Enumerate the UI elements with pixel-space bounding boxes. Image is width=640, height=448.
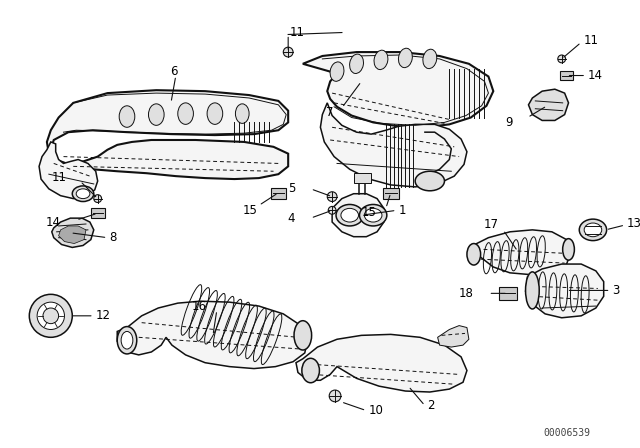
Circle shape	[327, 192, 337, 202]
Ellipse shape	[148, 104, 164, 125]
Text: 11: 11	[583, 34, 598, 47]
Polygon shape	[354, 173, 371, 183]
Ellipse shape	[374, 50, 388, 69]
Text: 5: 5	[287, 182, 295, 195]
Ellipse shape	[76, 189, 90, 198]
Ellipse shape	[364, 208, 382, 222]
Ellipse shape	[579, 219, 607, 241]
Text: 11: 11	[51, 171, 67, 184]
Bar	[91, 208, 104, 218]
Ellipse shape	[121, 332, 133, 349]
Circle shape	[329, 390, 341, 402]
Polygon shape	[332, 194, 384, 237]
Ellipse shape	[563, 239, 574, 260]
Circle shape	[29, 294, 72, 337]
Polygon shape	[525, 264, 604, 318]
Text: 10: 10	[368, 404, 383, 417]
Text: 7: 7	[326, 106, 334, 119]
Polygon shape	[529, 89, 568, 121]
Ellipse shape	[467, 244, 481, 265]
Polygon shape	[321, 103, 467, 187]
Text: 8: 8	[109, 231, 116, 244]
Ellipse shape	[302, 358, 319, 383]
Ellipse shape	[415, 171, 444, 191]
Text: 15: 15	[243, 204, 257, 217]
Polygon shape	[117, 301, 308, 369]
Text: 17: 17	[483, 219, 498, 232]
Polygon shape	[438, 326, 469, 347]
Text: 18: 18	[459, 287, 474, 300]
Circle shape	[43, 308, 59, 323]
Polygon shape	[303, 52, 493, 127]
Ellipse shape	[525, 272, 540, 309]
Ellipse shape	[117, 327, 137, 354]
Polygon shape	[296, 334, 467, 392]
Ellipse shape	[341, 208, 358, 222]
Ellipse shape	[294, 321, 312, 350]
Polygon shape	[469, 230, 572, 275]
Circle shape	[328, 207, 336, 214]
Text: 14: 14	[588, 69, 603, 82]
Bar	[560, 71, 573, 80]
Ellipse shape	[360, 204, 387, 226]
Ellipse shape	[336, 204, 364, 226]
Ellipse shape	[207, 103, 223, 125]
Polygon shape	[47, 90, 288, 179]
Circle shape	[558, 55, 566, 63]
Text: 00006539: 00006539	[543, 428, 590, 438]
Text: 6: 6	[170, 65, 178, 78]
Text: 4: 4	[287, 211, 295, 224]
Text: 11: 11	[290, 26, 305, 39]
Polygon shape	[39, 142, 98, 198]
Bar	[383, 188, 399, 198]
Circle shape	[284, 47, 293, 57]
Ellipse shape	[349, 54, 364, 73]
Polygon shape	[59, 226, 86, 244]
Bar	[271, 188, 286, 198]
Text: 3: 3	[612, 284, 620, 297]
Text: 2: 2	[427, 399, 435, 412]
Ellipse shape	[423, 49, 436, 69]
Ellipse shape	[119, 106, 135, 127]
Ellipse shape	[399, 48, 412, 68]
Circle shape	[94, 195, 102, 202]
Ellipse shape	[584, 223, 602, 237]
Bar	[499, 288, 516, 300]
Text: 14: 14	[45, 215, 61, 228]
Text: 16: 16	[192, 300, 207, 313]
Polygon shape	[52, 218, 94, 247]
Text: 15: 15	[362, 206, 376, 219]
Text: 1: 1	[399, 204, 406, 217]
Ellipse shape	[178, 103, 193, 125]
Text: 9: 9	[506, 116, 513, 129]
Ellipse shape	[330, 62, 344, 81]
Text: 12: 12	[96, 309, 111, 322]
Circle shape	[37, 302, 65, 329]
Ellipse shape	[236, 104, 249, 123]
Ellipse shape	[72, 186, 94, 202]
Text: 13: 13	[627, 216, 640, 229]
